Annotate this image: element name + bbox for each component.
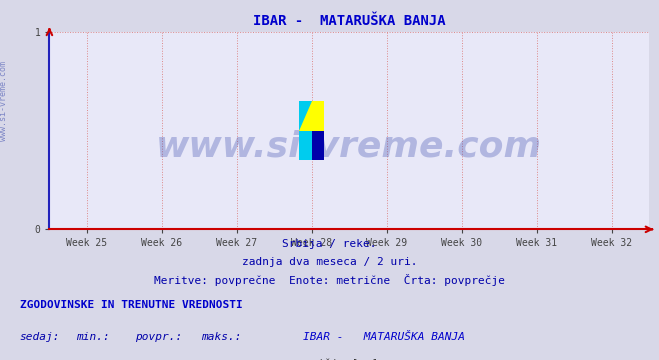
Text: IBAR -   MATARUŠKA BANJA: IBAR - MATARUŠKA BANJA [303,332,465,342]
Text: -nan: -nan [33,359,59,360]
Text: maks.:: maks.: [201,332,241,342]
Text: Srbija / reke.: Srbija / reke. [282,239,377,249]
Text: višina[cm]: višina[cm] [311,359,378,360]
Bar [312,131,324,161]
Text: -nan: -nan [148,359,175,360]
Text: -nan: -nan [214,359,241,360]
Polygon shape [299,101,312,131]
Text: zadnja dva meseca / 2 uri.: zadnja dva meseca / 2 uri. [242,257,417,267]
Title: IBAR -  MATARUŠKA BANJA: IBAR - MATARUŠKA BANJA [253,14,445,28]
Text: -nan: -nan [89,359,115,360]
Text: min.:: min.: [76,332,109,342]
Bar [299,131,312,161]
Text: www.si-vreme.com: www.si-vreme.com [156,130,542,164]
Bar [299,101,324,131]
Text: sedaj:: sedaj: [20,332,60,342]
Text: Meritve: povprečne  Enote: metrične  Črta: povprečje: Meritve: povprečne Enote: metrične Črta:… [154,274,505,286]
Text: ZGODOVINSKE IN TRENUTNE VREDNOSTI: ZGODOVINSKE IN TRENUTNE VREDNOSTI [20,300,243,310]
Text: povpr.:: povpr.: [135,332,183,342]
Text: www.si-vreme.com: www.si-vreme.com [0,61,8,141]
